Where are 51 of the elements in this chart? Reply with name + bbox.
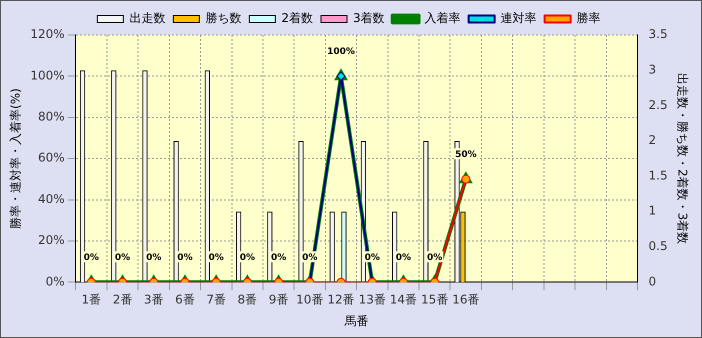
x-tick-label: 14番 — [390, 292, 418, 307]
legend-label: 出走数 — [129, 11, 166, 26]
legend-label: 連対率 — [500, 11, 537, 26]
x-tick-label: 13番 — [358, 292, 386, 307]
x-tick-label: 2番 — [112, 292, 132, 307]
y2-tick-label: 2 — [648, 133, 656, 148]
legend-label: 3着数 — [353, 11, 385, 26]
data-label: 0% — [177, 253, 193, 264]
y2-axis-title: 出走数・勝ち数・2着数・3着数 — [676, 72, 690, 244]
y-tick-label: 40% — [38, 192, 65, 206]
y-tick-label: 120% — [30, 27, 65, 42]
x-tick-label: 7番 — [206, 292, 226, 307]
x-tick-label: 12番 — [327, 292, 355, 307]
y2-tick-label: 0.5 — [648, 239, 668, 254]
data-label: 0% — [364, 253, 380, 264]
data-label: 0% — [270, 253, 286, 264]
y2-tick-label: 3 — [648, 62, 656, 76]
y-tick-label: 80% — [38, 110, 65, 124]
data-label: 0% — [396, 253, 412, 264]
data-label: 0% — [84, 253, 99, 264]
x-tick-label: 16番 — [452, 292, 480, 307]
y-tick-label: 0% — [46, 274, 65, 288]
data-label: 0% — [240, 253, 256, 264]
data-label: 100% — [327, 47, 355, 58]
y-axis-title: 勝率・連対率・入着率(%) — [8, 88, 22, 229]
x-tick-label: 10番 — [296, 292, 324, 307]
y2-tick-label: 2.5 — [648, 98, 668, 112]
data-label: 0% — [427, 253, 442, 264]
y-tick-label: 20% — [38, 233, 65, 248]
y2-tick-label: 0 — [648, 274, 656, 288]
y2-tick-label: 1.5 — [648, 168, 668, 182]
data-label: 0% — [302, 253, 318, 264]
data-label: 0% — [208, 253, 224, 264]
x-tick-label: 3番 — [144, 292, 164, 307]
y2-tick-label: 1 — [648, 204, 656, 218]
x-tick-label: 1番 — [81, 292, 102, 307]
x-tick-label: 15番 — [421, 292, 448, 307]
x-tick-label: 8番 — [238, 292, 258, 307]
x-tick-label: 6番 — [175, 292, 195, 307]
x-axis-title: 馬番 — [344, 314, 369, 328]
legend-label: 勝ち数 — [205, 11, 242, 26]
x-tick-label: 9番 — [268, 292, 288, 307]
y2-tick-label: 3.5 — [648, 27, 668, 42]
legend-label: 勝率 — [576, 11, 601, 26]
legend-label: 2着数 — [281, 11, 314, 26]
legend-label: 入着率 — [424, 11, 461, 26]
data-label: 50% — [455, 150, 477, 160]
y-tick-label: 60% — [38, 150, 65, 165]
data-label: 0% — [114, 253, 130, 264]
y-tick-label: 100% — [30, 68, 65, 82]
data-label: 0% — [146, 253, 162, 264]
